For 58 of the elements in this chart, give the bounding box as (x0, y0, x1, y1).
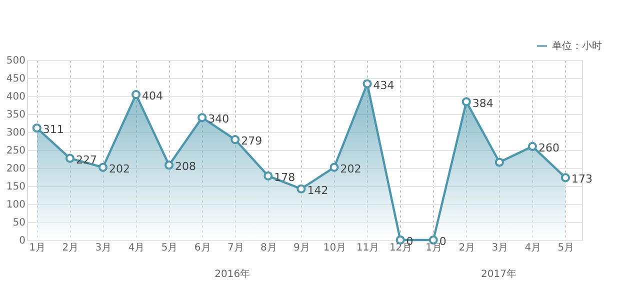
point (296, 184, 306, 194)
data-label: 384 (472, 96, 494, 110)
y-tick-label: 500 (6, 56, 26, 66)
text: 2016年 (214, 268, 250, 280)
y-tick-label: 100 (6, 200, 26, 210)
y-tick-label: 400 (6, 92, 26, 102)
x-tick-label: 5月 (161, 242, 178, 254)
x-tick-label: 4月 (128, 242, 145, 254)
text: 2017年 (481, 268, 516, 280)
point (362, 79, 372, 88)
data-label: 340 (208, 112, 230, 126)
y-tick-label: 300 (6, 128, 26, 138)
x-tick-label: 9月 (294, 242, 310, 254)
x-tick-label: 5月 (558, 242, 574, 254)
data-label: 260 (538, 141, 560, 154)
point (164, 160, 174, 170)
y-tick-label: 350 (6, 110, 26, 120)
point (528, 142, 537, 151)
x-tick-label: 3月 (492, 242, 508, 254)
x-tick-label: 3月 (95, 242, 112, 254)
data-label: 279 (241, 134, 262, 148)
y-tick-label: 200 (6, 164, 26, 174)
data-label: 404 (142, 90, 164, 103)
data-label: 0 (439, 235, 446, 248)
point (198, 113, 207, 122)
point (131, 90, 141, 100)
data-label: 311 (42, 123, 64, 136)
x-tick-label: 8月 (260, 242, 277, 254)
y-tick-label: 50 (12, 218, 26, 228)
data-label: 173 (571, 172, 592, 186)
legend-label: 单位：小时 (552, 40, 602, 52)
point (494, 158, 504, 167)
point (560, 173, 570, 182)
y-tick-label: 250 (6, 146, 26, 156)
data-label: 434 (373, 78, 394, 92)
point (32, 124, 42, 133)
x-tick-label: 7月 (227, 242, 244, 254)
x-tick-label: 11月 (356, 242, 380, 254)
y-tick-label: 450 (6, 74, 26, 84)
data-label: 142 (307, 184, 328, 197)
x-tick-label: 2月 (458, 242, 476, 254)
x-tick-label: 4月 (524, 242, 542, 254)
data-label: 202 (340, 162, 362, 176)
point (65, 154, 74, 163)
x-tick-label: 6月 (194, 242, 211, 254)
x-tick-label: 1月 (29, 242, 46, 254)
x-tick-label: 10月 (323, 242, 346, 254)
point (462, 97, 471, 106)
point (98, 162, 108, 172)
y-tick-label: 0 (19, 236, 26, 246)
y-tick-label: 150 (6, 182, 26, 192)
point (330, 162, 339, 172)
data-label: 208 (175, 160, 196, 174)
point (230, 135, 240, 144)
data-label: 178 (274, 170, 296, 184)
point (264, 171, 273, 180)
x-tick-label: 2月 (62, 242, 79, 254)
data-label: 202 (108, 162, 130, 176)
